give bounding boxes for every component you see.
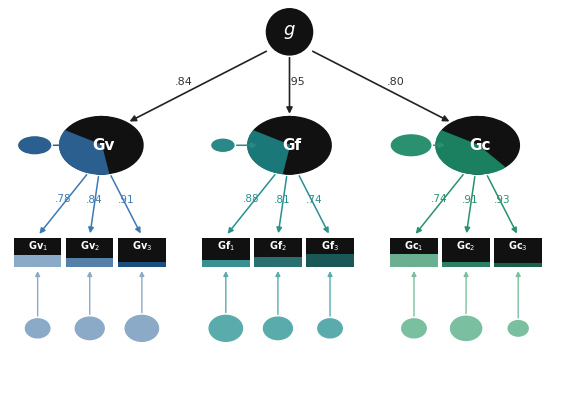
- Bar: [66, 238, 113, 267]
- Wedge shape: [436, 131, 504, 174]
- Bar: [306, 254, 354, 267]
- Ellipse shape: [449, 117, 506, 174]
- Ellipse shape: [450, 316, 482, 340]
- Text: .80: .80: [387, 77, 405, 88]
- Wedge shape: [254, 117, 331, 174]
- Text: Gf: Gf: [282, 138, 302, 153]
- Text: Gc$_2$: Gc$_2$: [456, 239, 476, 253]
- Ellipse shape: [25, 319, 50, 338]
- Bar: [390, 254, 438, 267]
- Ellipse shape: [261, 117, 318, 174]
- Bar: [494, 263, 542, 267]
- Ellipse shape: [73, 117, 130, 174]
- Bar: [118, 238, 166, 267]
- Text: $g$: $g$: [283, 23, 296, 41]
- Text: Gv$_1$: Gv$_1$: [28, 239, 47, 253]
- Wedge shape: [248, 131, 290, 174]
- Bar: [442, 262, 490, 267]
- Bar: [390, 238, 438, 267]
- Text: .74: .74: [431, 195, 448, 205]
- Ellipse shape: [263, 317, 292, 339]
- Text: Gc: Gc: [469, 138, 491, 153]
- Ellipse shape: [19, 137, 50, 154]
- Ellipse shape: [391, 135, 431, 156]
- Bar: [202, 238, 250, 267]
- Text: .95: .95: [288, 77, 305, 87]
- Ellipse shape: [449, 117, 506, 174]
- Text: Gv$_2$: Gv$_2$: [80, 239, 100, 253]
- Text: .81: .81: [274, 195, 291, 205]
- Ellipse shape: [73, 117, 130, 174]
- Wedge shape: [436, 131, 504, 174]
- Bar: [66, 258, 113, 267]
- Bar: [14, 238, 61, 267]
- Wedge shape: [65, 117, 143, 174]
- Text: .93: .93: [494, 195, 511, 205]
- Bar: [494, 238, 542, 267]
- Ellipse shape: [261, 117, 318, 174]
- Ellipse shape: [402, 319, 426, 338]
- Ellipse shape: [266, 9, 313, 55]
- Ellipse shape: [212, 139, 234, 151]
- Text: Gv$_3$: Gv$_3$: [132, 239, 152, 253]
- Text: .91: .91: [463, 195, 479, 205]
- Wedge shape: [60, 131, 109, 174]
- Text: .74: .74: [306, 195, 323, 205]
- Text: .78: .78: [55, 195, 71, 205]
- Text: .88: .88: [243, 195, 259, 205]
- Bar: [202, 260, 250, 267]
- Ellipse shape: [508, 320, 528, 336]
- Text: .91: .91: [118, 195, 134, 205]
- Bar: [306, 238, 354, 267]
- Bar: [118, 262, 166, 267]
- Ellipse shape: [125, 315, 159, 341]
- Text: .84: .84: [174, 77, 192, 88]
- Bar: [254, 257, 302, 267]
- Bar: [442, 238, 490, 267]
- Text: Gc$_3$: Gc$_3$: [508, 239, 528, 253]
- Text: Gc$_1$: Gc$_1$: [404, 239, 424, 253]
- Wedge shape: [442, 117, 519, 167]
- Wedge shape: [60, 131, 109, 174]
- Wedge shape: [248, 131, 290, 174]
- Text: Gf$_3$: Gf$_3$: [321, 239, 339, 253]
- Bar: [254, 238, 302, 267]
- Ellipse shape: [209, 315, 243, 341]
- Ellipse shape: [75, 317, 104, 339]
- Text: .84: .84: [86, 195, 102, 205]
- Bar: [14, 256, 61, 267]
- Text: Gv: Gv: [93, 138, 115, 153]
- Text: Gf$_2$: Gf$_2$: [269, 239, 287, 253]
- Ellipse shape: [318, 319, 342, 338]
- Text: Gf$_1$: Gf$_1$: [217, 239, 235, 253]
